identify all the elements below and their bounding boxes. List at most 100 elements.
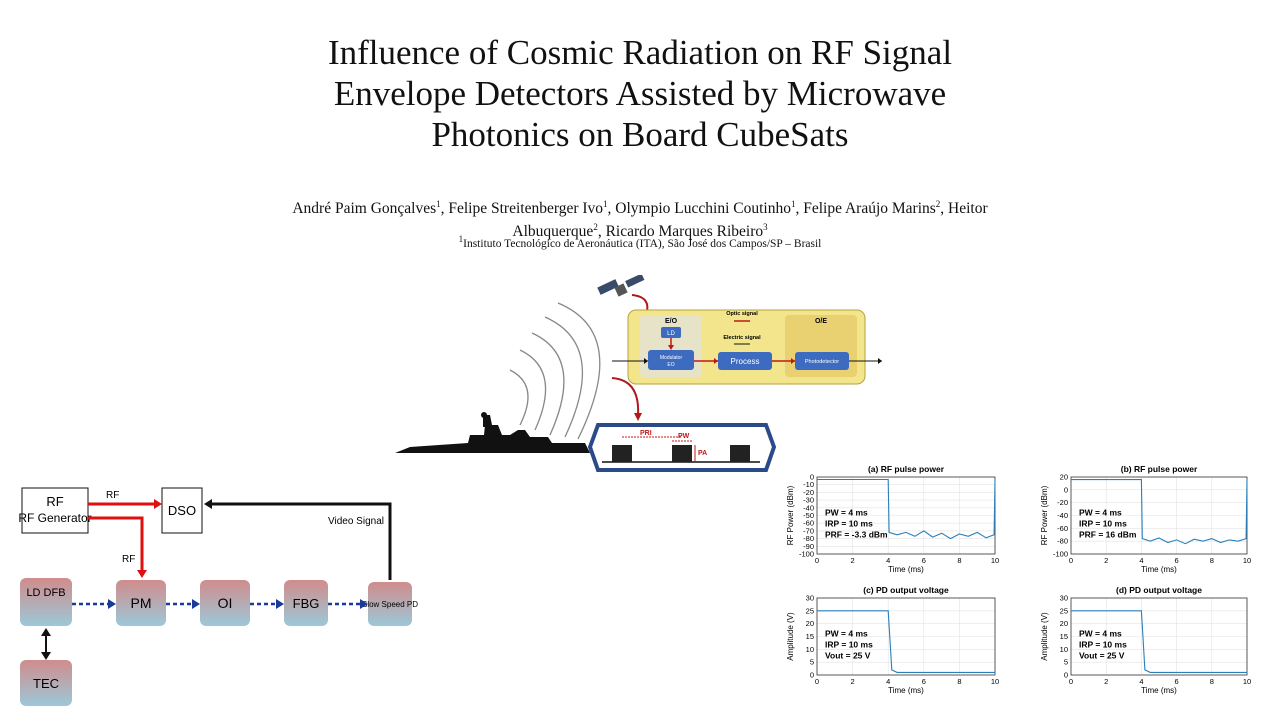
author-first-name: Heitor	[948, 200, 988, 218]
author-sup: 1	[603, 199, 608, 209]
x-tick-label: 0	[815, 556, 819, 565]
paper-title: Influence of Cosmic Radiation on RF Sign…	[240, 32, 1040, 155]
x-tick-label: 2	[851, 677, 855, 686]
title-line-3: Photonics on Board CubeSats	[431, 115, 849, 154]
y-tick-label: 5	[810, 658, 814, 667]
tec-block	[20, 660, 72, 706]
chart-annotation: IRP = 10 ms	[825, 519, 873, 529]
rf-label-side: RF	[122, 554, 135, 565]
pm-label: PM	[131, 595, 152, 611]
y-tick-label: 0	[1064, 485, 1068, 494]
author: Felipe Araújo Marins	[803, 200, 936, 218]
chart-title: (b) RF pulse power	[1121, 464, 1198, 474]
x-tick-label: 0	[1069, 556, 1073, 565]
pa-label: PA	[698, 450, 707, 457]
x-axis-label: Time (ms)	[1141, 565, 1177, 574]
x-tick-label: 4	[1139, 556, 1143, 565]
y-tick-label: 30	[806, 594, 814, 603]
series-line	[1071, 479, 1248, 545]
modulator-block	[648, 350, 694, 370]
y-tick-label: -40	[803, 503, 814, 512]
series-line	[1071, 610, 1247, 673]
y-tick-label: -20	[1057, 498, 1068, 507]
chart-annotation: IRP = 10 ms	[1079, 640, 1127, 650]
oi-block	[200, 580, 250, 626]
chart-annotation: PW = 4 ms	[1079, 508, 1122, 518]
fbg-label: FBG	[293, 596, 320, 611]
x-tick-label: 10	[991, 677, 999, 686]
slow-speed-pd-block	[368, 582, 412, 626]
pm-block	[116, 580, 166, 626]
eo-label: E/O	[665, 318, 678, 325]
authors-line-1: André Paim Gonçalves1, Felipe Streitenbe…	[292, 199, 988, 218]
dso-label: DSO	[168, 503, 196, 518]
y-tick-label: 20	[1060, 619, 1068, 628]
x-tick-label: 8	[1210, 556, 1214, 565]
series-line	[817, 610, 995, 673]
y-tick-label: 20	[806, 619, 814, 628]
ld-block	[661, 327, 681, 338]
x-tick-label: 6	[1175, 556, 1179, 565]
dso-block	[161, 487, 203, 534]
author-sup: 1	[790, 199, 796, 209]
author-sup: 1	[436, 199, 441, 209]
result-charts: 0 2 4 6 8 100-10-20-30-40-50-60-70-80-90-100(…	[786, 464, 1251, 695]
affiliation: 1Instituto Tecnológico de Aeronáutica (I…	[240, 234, 1040, 250]
y-tick-label: 30	[1060, 594, 1068, 603]
chart-annotation: IRP = 10 ms	[825, 640, 873, 650]
y-tick-label: -60	[803, 519, 814, 528]
x-tick-label: 4	[886, 556, 890, 565]
ld-block-label: LD	[667, 331, 675, 337]
x-tick-label: 8	[957, 677, 961, 686]
y-tick-label: 10	[1060, 645, 1068, 654]
chart-annotation: PRF = 16 dBm	[1079, 530, 1137, 540]
y-tick-label: -50	[803, 511, 814, 520]
x-tick-label: 6	[922, 677, 926, 686]
chart-annotation: Vout = 25 V	[1079, 651, 1125, 661]
y-tick-label: 25	[1060, 606, 1068, 615]
x-tick-label: 0	[815, 677, 819, 686]
chart-title: (a) RF pulse power	[868, 464, 945, 474]
ship-silhouette	[395, 412, 590, 453]
radio-waves	[509, 302, 601, 440]
y-tick-label: -100	[1053, 550, 1068, 559]
tec-label: TEC	[33, 676, 59, 691]
title-line-1: Influence of Cosmic Radiation on RF Sign…	[327, 33, 953, 72]
y-tick-label: -100	[799, 550, 814, 559]
y-axis-label: RF Power (dBm)	[786, 485, 795, 545]
y-tick-label: -30	[803, 496, 814, 505]
authors-line-2: Albuquerque2, Ricardo Marques Ribeiro3	[512, 222, 768, 241]
experimental-setup-diagram: RF RF Generator DSO RF RF Video Signal L…	[18, 487, 418, 706]
author: Olympio Lucchini Coutinho	[615, 200, 791, 218]
x-tick-label: 6	[922, 556, 926, 565]
y-tick-label: 0	[810, 671, 814, 680]
plot-frame	[816, 597, 996, 676]
y-tick-label: 5	[1064, 658, 1068, 667]
author-list: André Paim Gonçalves1, Felipe Streitenbe…	[240, 195, 1040, 241]
optic-signal-label: Optic signal	[726, 311, 758, 317]
slow-speed-pd-label: Slow Speed PD	[362, 600, 418, 609]
chart-annotation: PW = 4 ms	[1079, 629, 1122, 639]
y-axis-label: Amplitude (V)	[1040, 612, 1049, 661]
plot-frame	[816, 476, 996, 555]
chart-annotation: PW = 4 ms	[825, 508, 868, 518]
y-tick-label: -80	[803, 534, 814, 543]
x-tick-label: 2	[1104, 677, 1108, 686]
x-tick-label: 2	[1104, 556, 1108, 565]
chart-title: (c) PD output voltage	[863, 585, 949, 595]
x-axis-label: Time (ms)	[888, 565, 924, 574]
x-tick-label: 4	[886, 677, 890, 686]
x-tick-label: 0	[1069, 677, 1073, 686]
y-tick-label: 15	[1060, 632, 1068, 641]
author-last-name: Albuquerque	[512, 223, 594, 241]
process-label: Process	[731, 357, 760, 366]
rf-generator-block	[21, 487, 89, 534]
x-tick-label: 10	[1243, 556, 1251, 565]
photodetector-label: Photodetector	[805, 359, 839, 365]
series-line	[817, 478, 996, 540]
y-axis-label: Amplitude (V)	[786, 612, 795, 661]
author-sup: 3	[763, 222, 768, 233]
fbg-block	[284, 580, 328, 626]
y-tick-label: -20	[803, 488, 814, 497]
video-signal-label: Video Signal	[328, 516, 384, 527]
